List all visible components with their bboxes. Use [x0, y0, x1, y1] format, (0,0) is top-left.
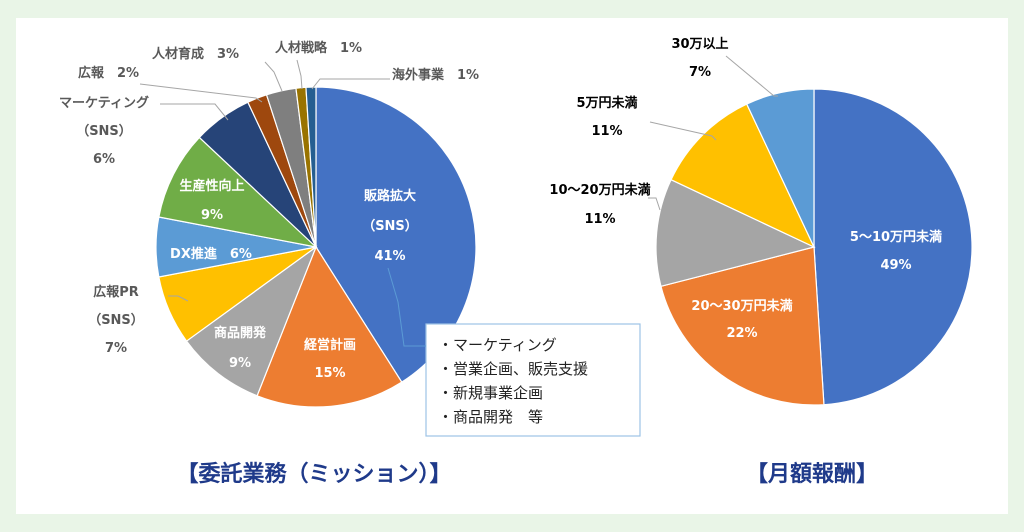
- slice-label: 20～30万円未満: [691, 298, 792, 314]
- callout-box: [425, 323, 641, 437]
- slice-label: 10～20万円未満: [549, 182, 650, 198]
- slice-label: 49%: [880, 258, 911, 273]
- slice-label: 9%: [229, 356, 251, 371]
- callout-line-2: ・営業企画、販売支援: [438, 360, 588, 378]
- fee-chart-title: 【月額報酬】: [746, 461, 878, 487]
- slice-label: 30万以上: [671, 37, 728, 52]
- leader-line: [311, 78, 390, 90]
- leader-line: [649, 121, 717, 141]
- pie-slice: [813, 88, 973, 406]
- slice-label: 9%: [201, 208, 223, 223]
- pie-slice: [745, 88, 815, 248]
- slice-label: 販路拡大: [364, 188, 416, 204]
- leader-line: [725, 55, 778, 97]
- slice-label: 5万円未満: [576, 95, 637, 111]
- slice-label: 人材育成 3%: [152, 46, 239, 62]
- callout-line-1: ・マーケティング: [438, 336, 557, 354]
- slice-label: 41%: [374, 249, 405, 264]
- slice-label: 商品開発: [214, 325, 267, 341]
- mission-pie-labels: 販路拡大 （SNS） 41% 経営計画 15% 商品開発 9% 広報PR （SNS） 7% DX推進…: [59, 40, 479, 381]
- slice-label: 11%: [584, 212, 615, 227]
- mission-callout: ・マーケティング ・営業企画、販売支援 ・新規事業企画 ・商品開発 等: [387, 267, 641, 437]
- pie-slice: [185, 245, 318, 397]
- pie-slice: [305, 86, 317, 248]
- slice-label: 経営計画: [304, 337, 356, 353]
- slice-label: 広報 2%: [78, 65, 139, 81]
- fee-pie-chart: [655, 88, 973, 406]
- callout-pointer: [387, 267, 426, 347]
- leader-line: [648, 197, 661, 211]
- pie-slice: [670, 103, 816, 249]
- leader-line: [264, 61, 283, 92]
- slice-label: 7%: [689, 65, 711, 80]
- slice-label: DX推進 6%: [170, 246, 252, 262]
- mission-pie-chart: [155, 86, 477, 408]
- pie-slice: [660, 246, 825, 406]
- slice-label: 生産性向上: [179, 178, 244, 194]
- callout-line-3: ・新規事業企画: [438, 384, 543, 402]
- slice-label: 11%: [591, 124, 622, 139]
- slice-label: 人材戦略 1%: [275, 40, 362, 56]
- leader-line: [160, 103, 229, 121]
- leader-line: [296, 59, 303, 90]
- slice-label: 7%: [105, 341, 127, 356]
- slice-label: 22%: [726, 326, 757, 341]
- slice-label: マーケティング: [59, 95, 149, 111]
- leader-line: [168, 295, 189, 302]
- fee-pie-labels: 5～10万円未満 49% 20～30万円未満 22% 10～20万円未満 11% 5万円未満…: [549, 37, 942, 341]
- slice-label: 海外事業 1%: [392, 67, 479, 83]
- slice-label: 5～10万円未満: [850, 229, 942, 245]
- slice-label: 6%: [93, 152, 115, 167]
- mission-chart-title: 【委託業務（ミッション）】: [176, 461, 451, 487]
- leader-line: [139, 83, 263, 103]
- pie-slice: [256, 245, 403, 408]
- slice-label: 広報PR: [93, 284, 139, 300]
- slice-label: （SNS）: [88, 312, 144, 328]
- slice-label: （SNS）: [76, 123, 132, 139]
- pie-slice: [158, 136, 318, 248]
- slice-label: （SNS）: [362, 218, 418, 234]
- callout-line-4: ・商品開発 等: [438, 408, 543, 426]
- slice-label: 15%: [314, 366, 345, 381]
- pie-slice: [655, 178, 816, 288]
